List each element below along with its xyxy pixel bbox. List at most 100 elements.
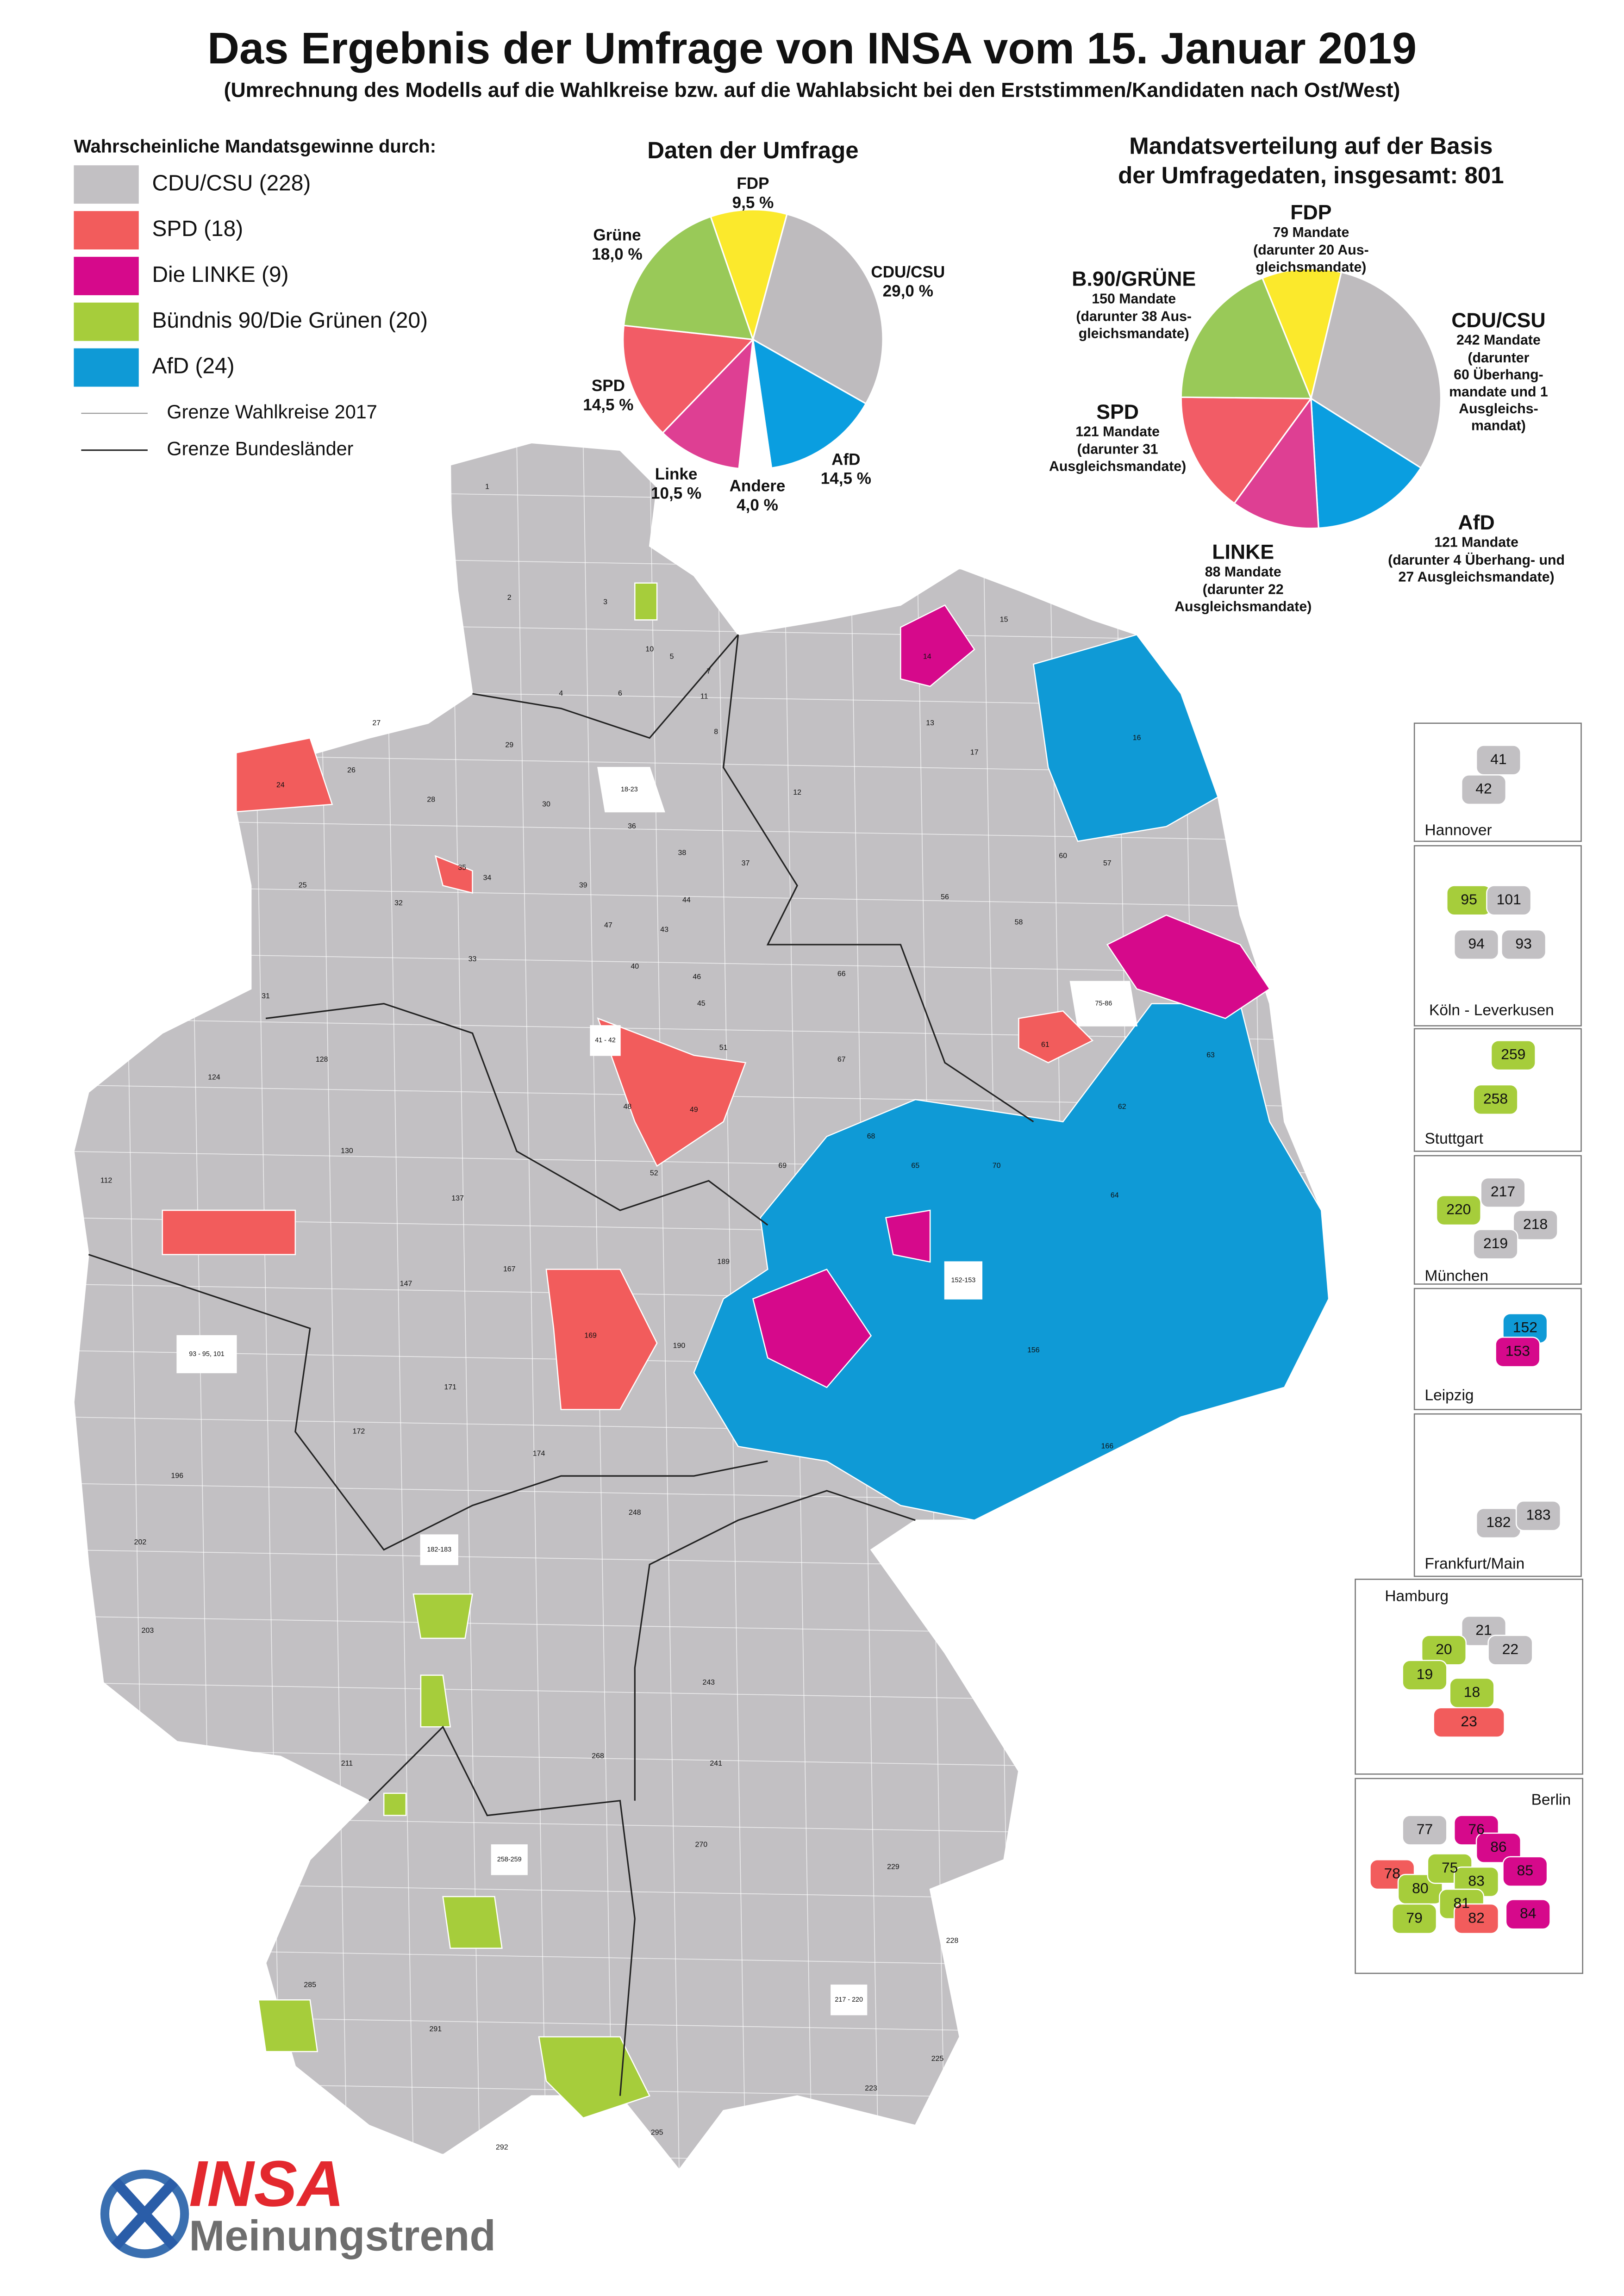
- inset-district: [1473, 1084, 1518, 1115]
- slice-value-label: 29,0 %: [883, 282, 933, 300]
- city-label: 75-86: [1095, 1000, 1112, 1007]
- slice-value-label: 10,5 %: [651, 485, 701, 503]
- district-number: 60: [1059, 852, 1067, 860]
- district-border: [59, 1682, 1344, 1705]
- state-border: [369, 1725, 636, 2096]
- inset-district-number: 79: [1406, 1909, 1422, 1926]
- legend-label: SPD (18): [152, 217, 243, 241]
- district-number: 6: [618, 690, 622, 697]
- logo-brand: INSA: [189, 2147, 344, 2220]
- slice-value-label: 150 Mandate: [1092, 291, 1176, 306]
- district-number: 14: [923, 653, 931, 660]
- inset-district-number: 20: [1436, 1641, 1452, 1657]
- linke-region: [900, 604, 975, 687]
- district-number: 69: [778, 1162, 787, 1170]
- district-number: 291: [429, 2025, 442, 2033]
- district-number: 25: [299, 882, 307, 890]
- slice-label: FDP: [1290, 201, 1331, 224]
- district-border: [59, 2147, 1344, 2170]
- slice-note: mandate und 1: [1449, 384, 1548, 399]
- legend-label: Bündnis 90/Die Grünen (20): [152, 308, 428, 333]
- district-border: [59, 1881, 1344, 1904]
- slice-value-label: 121 Mandate: [1434, 535, 1518, 550]
- district-number: 34: [483, 874, 492, 882]
- slice-label: Grüne: [593, 226, 641, 244]
- inset-district: [1473, 1229, 1518, 1260]
- district-border: [383, 442, 414, 2170]
- inset-district-number: 84: [1520, 1905, 1536, 1922]
- district-number: 49: [690, 1106, 698, 1114]
- inset-district: [1392, 1903, 1437, 1935]
- district-number: 203: [142, 1627, 154, 1635]
- pie-slice: [622, 324, 755, 434]
- district-number: 37: [742, 859, 750, 867]
- district-number: 295: [651, 2128, 663, 2136]
- inset-district: [1461, 774, 1507, 805]
- district-number: 285: [304, 1981, 316, 1989]
- district-number: 241: [710, 1760, 722, 1767]
- district-number: 11: [700, 692, 708, 700]
- slice-note: (darunter 20 Aus-: [1253, 243, 1369, 258]
- legend-swatch: [74, 302, 139, 341]
- inset-district-number: 21: [1475, 1621, 1492, 1638]
- linke-region: [752, 1269, 872, 1388]
- district-number: 15: [1000, 616, 1008, 624]
- inset-district-number: 18: [1464, 1683, 1480, 1700]
- inset-district: [1501, 929, 1547, 960]
- inset-district-number: 153: [1505, 1343, 1530, 1359]
- legend-label: Die LINKE (9): [152, 262, 288, 287]
- district-border: [59, 1616, 1344, 1639]
- legend-label: CDU/CSU (228): [152, 171, 311, 195]
- logo-cross: [111, 2178, 178, 2250]
- inset-district-number: 220: [1446, 1201, 1471, 1218]
- inset-district: [1487, 1635, 1533, 1666]
- slice-value-label: 79 Mandate: [1273, 225, 1349, 240]
- pie-slice: [710, 209, 788, 342]
- district-border: [59, 1948, 1344, 1971]
- inset-district-number: 19: [1417, 1666, 1433, 1682]
- district-border: [450, 442, 481, 2170]
- district-border: [317, 442, 348, 2170]
- inset-district-number: 101: [1497, 891, 1521, 908]
- slice-label: B.90/GRÜNE: [1072, 268, 1196, 291]
- slice-note: 60 Überhang-: [1454, 367, 1543, 383]
- pie-slice: [752, 213, 884, 405]
- district-number: 112: [100, 1177, 112, 1185]
- district-number: 8: [714, 728, 718, 736]
- inset-district-number: 258: [1483, 1090, 1508, 1107]
- slice-value-label: 88 Mandate: [1205, 564, 1281, 579]
- district-number: 36: [628, 822, 636, 830]
- district-number: 63: [1206, 1051, 1215, 1059]
- inset-district: [1433, 1707, 1505, 1738]
- inset-box: [1413, 1413, 1582, 1577]
- district-border: [250, 442, 281, 2170]
- district-number: 196: [171, 1472, 183, 1480]
- district-number: 13: [926, 719, 934, 727]
- district-number: 12: [793, 789, 801, 796]
- inset-district-number: 86: [1490, 1838, 1506, 1855]
- district-border: [516, 442, 547, 2170]
- district-number: 189: [717, 1258, 730, 1266]
- pie-slice: [1310, 397, 1422, 529]
- district-border: [59, 1483, 1344, 1506]
- district-number: 202: [134, 1538, 147, 1546]
- slice-note: Ausgleichsmandate): [1174, 599, 1312, 614]
- district-number: 35: [458, 864, 466, 871]
- city-label: 217 - 220: [835, 1996, 863, 2004]
- title: Das Ergebnis der Umfrage von INSA vom 15…: [207, 24, 1417, 73]
- district-number: 172: [353, 1428, 365, 1436]
- slice-label: SPD: [1096, 401, 1139, 423]
- district-number: 57: [1103, 859, 1112, 867]
- slice-label: CDU/CSU: [871, 263, 945, 281]
- inset-district: [1402, 1660, 1448, 1691]
- slice-note: (darunter 4 Überhang- und: [1388, 553, 1565, 568]
- city-label: 152-153: [951, 1276, 976, 1284]
- inset-district-number: 77: [1417, 1821, 1433, 1837]
- spd-region: [162, 1209, 296, 1256]
- inset-district-number: 85: [1517, 1862, 1533, 1879]
- district-number: 24: [276, 781, 285, 789]
- district-number: 39: [579, 882, 587, 890]
- district-border: [59, 1815, 1344, 1838]
- district-number: 147: [400, 1280, 412, 1288]
- city-area: [420, 1534, 458, 1565]
